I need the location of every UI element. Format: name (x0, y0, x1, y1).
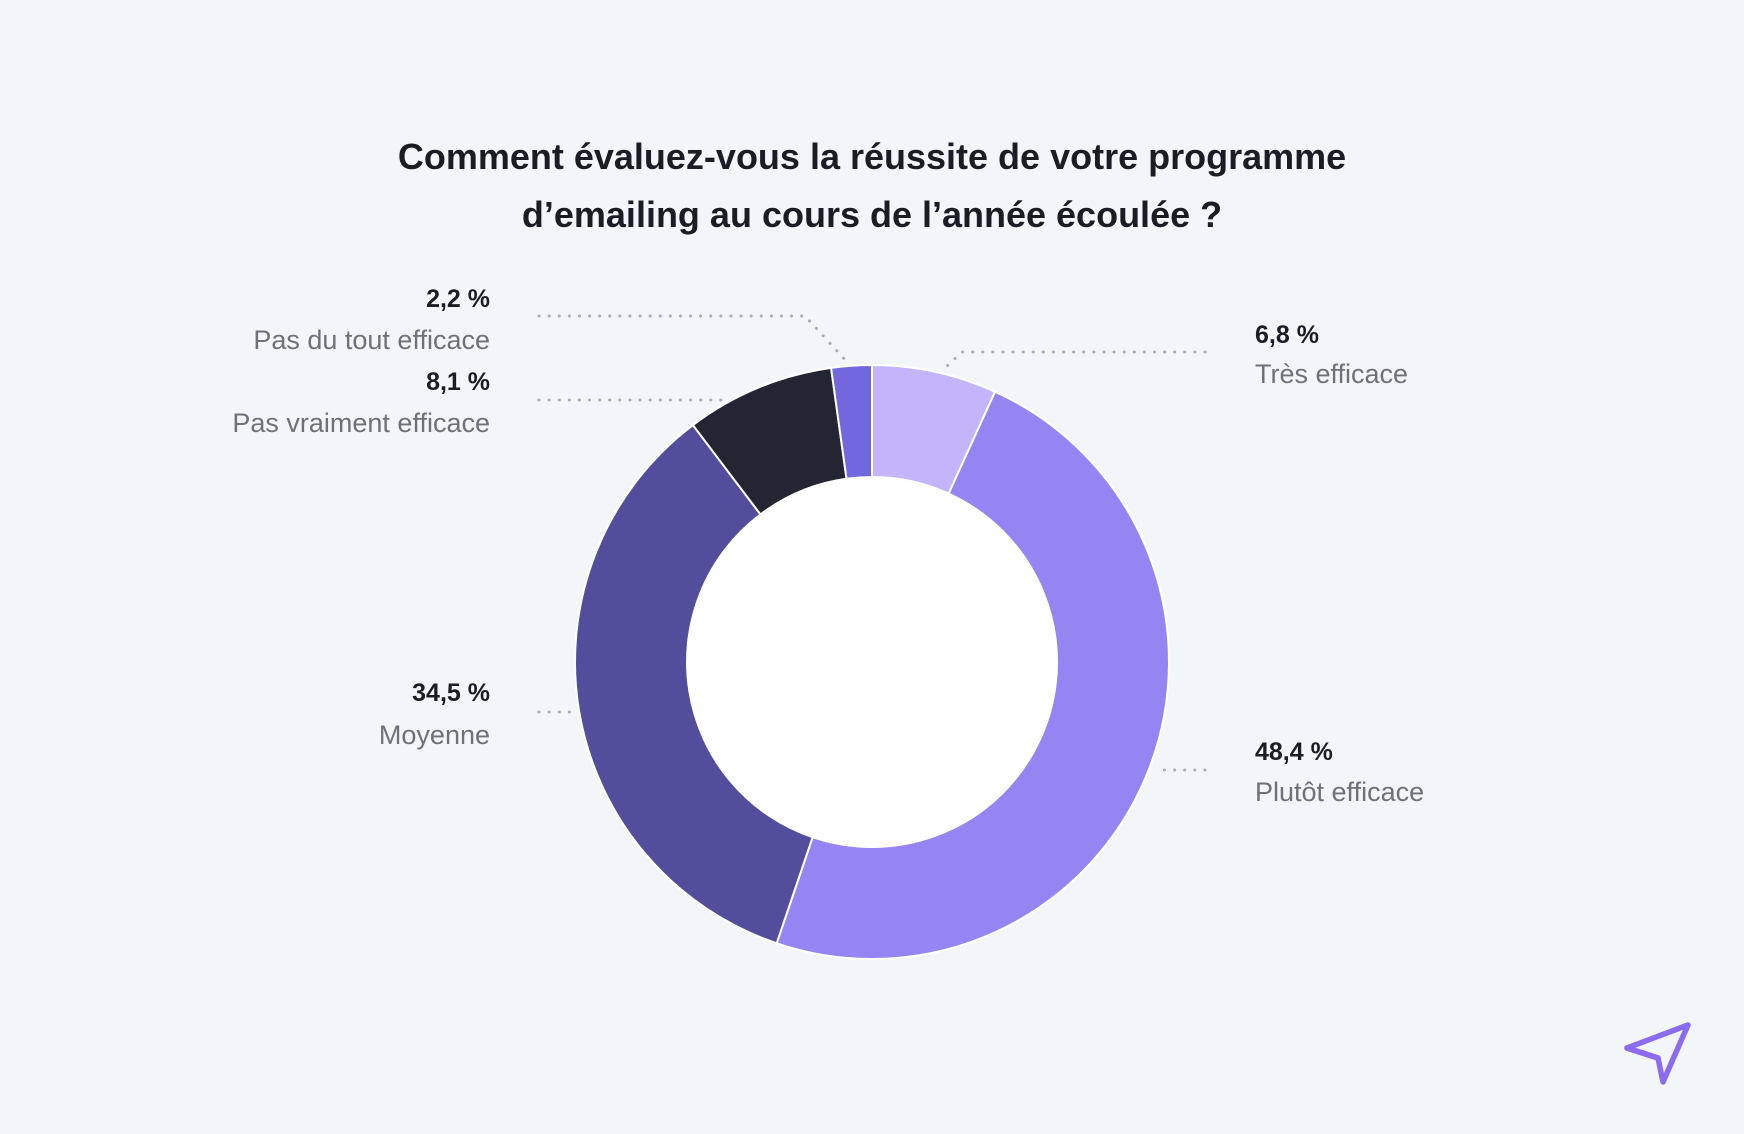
donut-slice-plutot-efficace (775, 390, 1170, 960)
value-label-plutot-efficace: 48,4 % (1255, 738, 1333, 766)
donut-slice-moyenne (574, 423, 814, 945)
leader-line-pas-du-tout-efficace (537, 314, 850, 365)
category-label-moyenne: Moyenne (379, 720, 490, 750)
category-label-tres-efficace: Très efficace (1255, 359, 1408, 389)
chart-title-line-2: d’emailing au cours de l’année écoulée ? (521, 194, 1223, 235)
paper-plane-logo-icon (1624, 1022, 1691, 1085)
chart-title: Comment évaluez-vous la réussite de votr… (0, 128, 1744, 244)
value-label-moyenne: 34,5 % (412, 679, 490, 707)
value-label-pas-vraiment-efficace: 8,1 % (426, 368, 490, 396)
donut-hole (688, 478, 1056, 846)
chart-title-line-1: Comment évaluez-vous la réussite de votr… (397, 136, 1347, 177)
leader-line-tres-efficace (943, 350, 1207, 370)
value-label-pas-du-tout-efficace: 2,2 % (426, 285, 490, 313)
category-label-pas-vraiment-efficace: Pas vraiment efficace (232, 408, 490, 438)
category-label-plutot-efficace: Plutôt efficace (1255, 777, 1424, 807)
donut-slices (574, 363, 1170, 960)
value-label-tres-efficace: 6,8 % (1255, 321, 1319, 349)
category-label-pas-du-tout-efficace: Pas du tout efficace (253, 325, 490, 355)
donut-slice-pas-du-tout-efficace (829, 363, 873, 480)
